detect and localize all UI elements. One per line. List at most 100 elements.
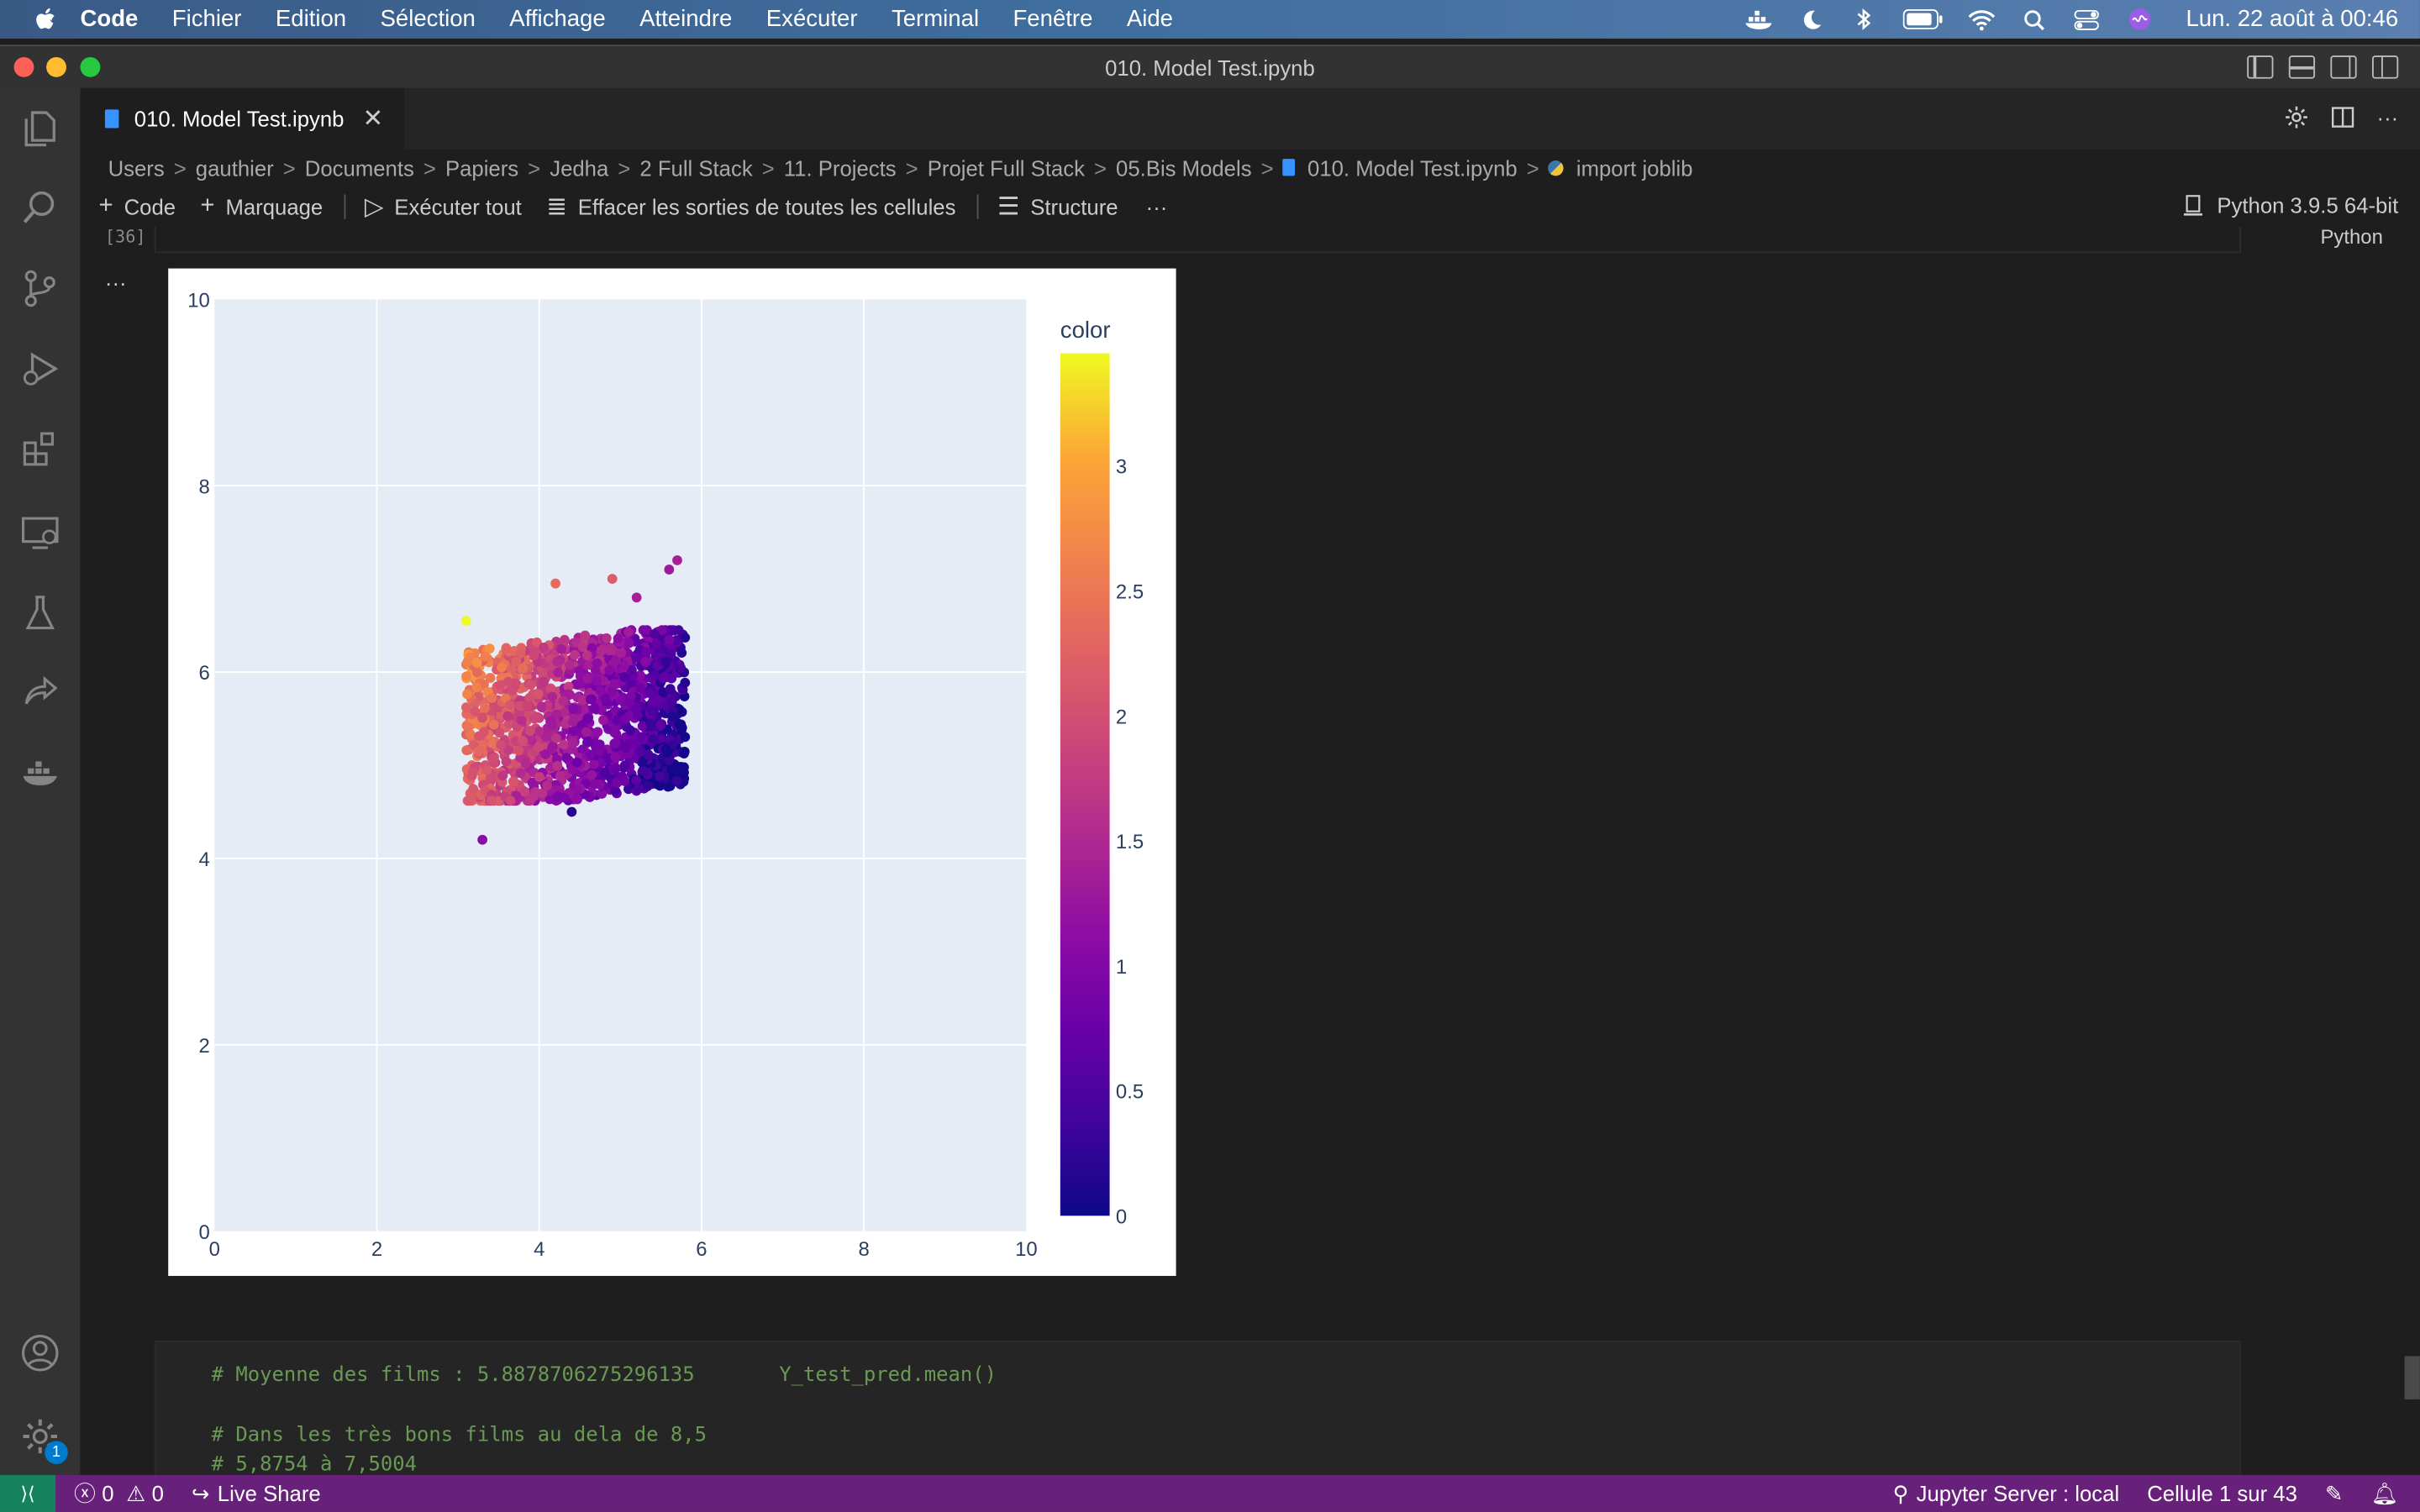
- more-actions-icon[interactable]: ···: [2376, 104, 2399, 130]
- breadcrumb-item[interactable]: Jedha: [550, 155, 609, 180]
- docker-status-icon[interactable]: [1744, 7, 1776, 31]
- scatter-plot-svg[interactable]: 0 2 4 6 8 10 0 2 4 6 8 10 color 0 0.5 1 1.5 2 2.5 3: [168, 269, 1176, 1276]
- run-all-button[interactable]: ▷ Exécuter tout: [365, 192, 522, 223]
- toggle-panel-icon[interactable]: [2288, 55, 2316, 79]
- live-share-icon[interactable]: [18, 671, 61, 714]
- live-share-button[interactable]: ↪ Live Share: [192, 1480, 321, 1506]
- menu-selection[interactable]: Sélection: [380, 6, 476, 33]
- accounts-icon[interactable]: [18, 1331, 61, 1374]
- colorbar-tick-label: 2: [1116, 706, 1127, 728]
- search-icon[interactable]: [18, 186, 61, 229]
- clear-all-outputs-button[interactable]: ≣ Effacer les sorties de toutes les cellu…: [546, 192, 955, 223]
- scatter-point: [600, 694, 611, 704]
- scatter-point: [520, 758, 531, 769]
- menu-executer[interactable]: Exécuter: [765, 6, 858, 33]
- scatter-point: [485, 774, 496, 785]
- breadcrumb-item[interactable]: Documents: [304, 155, 414, 180]
- scatter-point: [488, 753, 499, 764]
- cell-position-indicator[interactable]: Cellule 1 sur 43: [2147, 1481, 2297, 1506]
- menu-atteindre[interactable]: Atteindre: [639, 6, 733, 33]
- scatter-point: [644, 688, 655, 699]
- breadcrumb-item[interactable]: Projet Full Stack: [927, 155, 1085, 180]
- scatter-point: [488, 719, 499, 730]
- breadcrumb-item[interactable]: gauthier: [195, 155, 274, 180]
- breadcrumb-item[interactable]: Papiers: [445, 155, 519, 180]
- breadcrumb-item[interactable]: 05.Bis Models: [1116, 155, 1252, 180]
- jupyter-server-status[interactable]: ⚲ Jupyter Server : local: [1893, 1480, 2120, 1506]
- add-markdown-cell-button[interactable]: + Marquage: [200, 193, 323, 221]
- scatter-point: [650, 628, 660, 639]
- code-line[interactable]: # 5,8754 à 7,5004: [211, 1453, 418, 1475]
- menu-clock[interactable]: Lun. 22 août à 00:46: [2186, 6, 2399, 33]
- close-tab-icon[interactable]: ✕: [362, 106, 384, 133]
- scatter-point: [534, 772, 544, 782]
- minimize-window-button[interactable]: [46, 56, 66, 77]
- menu-terminal[interactable]: Terminal: [891, 6, 980, 33]
- scatter-point: [625, 725, 635, 736]
- run-and-debug-icon[interactable]: [18, 347, 61, 390]
- toggle-secondary-sidebar-icon[interactable]: [2330, 55, 2357, 79]
- menu-affichage[interactable]: Affichage: [509, 6, 606, 33]
- menu-app-name[interactable]: Code: [80, 6, 139, 33]
- siri-icon[interactable]: [2124, 7, 2155, 31]
- remote-indicator-icon[interactable]: ⟩⟨: [0, 1474, 56, 1512]
- split-editor-icon[interactable]: [2330, 105, 2354, 138]
- code-line[interactable]: # Moyenne des films : 5.8878706275296135…: [211, 1363, 997, 1388]
- toggle-primary-sidebar-icon[interactable]: [2247, 55, 2274, 79]
- apple-icon[interactable]: [34, 5, 58, 33]
- close-window-button[interactable]: [13, 56, 34, 77]
- colorbar-tick-label: 1: [1116, 956, 1127, 979]
- warning-icon: ⚠: [126, 1480, 146, 1505]
- bluetooth-icon[interactable]: [1849, 7, 1881, 31]
- extensions-icon[interactable]: [18, 428, 61, 470]
- add-code-cell-button[interactable]: + Code: [99, 193, 176, 221]
- testing-icon[interactable]: [18, 591, 61, 633]
- cell-language-label[interactable]: Python: [2320, 226, 2383, 249]
- scatter-point: [680, 633, 691, 643]
- error-icon: ⓧ: [74, 1481, 96, 1506]
- notifications-bell-icon[interactable]: 🔔︎: [2370, 1480, 2399, 1505]
- feedback-icon[interactable]: ✎: [2324, 1480, 2344, 1505]
- source-control-icon[interactable]: [18, 267, 61, 310]
- scatter-point: [635, 732, 646, 743]
- breadcrumb-item[interactable]: 11. Projects: [783, 155, 897, 180]
- scatter-point: [589, 703, 600, 713]
- breadcrumb-item[interactable]: 010. Model Test.ipynb: [1307, 155, 1518, 180]
- control-center-icon[interactable]: [2072, 7, 2103, 31]
- zoom-window-button[interactable]: [80, 56, 101, 77]
- breadcrumb-item[interactable]: Users: [108, 155, 165, 180]
- explorer-icon[interactable]: [18, 107, 61, 150]
- battery-icon[interactable]: [1902, 7, 1945, 31]
- moon-icon[interactable]: [1797, 7, 1828, 31]
- previous-cell-bottom[interactable]: [154, 226, 2241, 254]
- notebook-settings-gear-icon[interactable]: [2284, 105, 2308, 138]
- menu-edition[interactable]: Edition: [275, 6, 347, 33]
- tab-model-test[interactable]: 010. Model Test.ipynb ✕: [80, 87, 405, 150]
- scatter-point: [501, 756, 512, 767]
- spotlight-search-icon[interactable]: [2019, 7, 2050, 31]
- breadcrumb-item[interactable]: import joblib: [1576, 155, 1693, 180]
- menu-fichier[interactable]: Fichier: [171, 6, 242, 33]
- wifi-icon[interactable]: [1967, 7, 1998, 31]
- docker-icon[interactable]: [18, 751, 61, 794]
- kernel-picker[interactable]: Python 3.9.5 64-bit: [2183, 193, 2398, 218]
- toolbar-more-button[interactable]: ···: [1145, 194, 1168, 219]
- output-actions-button[interactable]: ···: [104, 270, 127, 295]
- scatter-point: [582, 736, 593, 747]
- colorbar-tick-label: 0: [1116, 1206, 1127, 1229]
- customize-layout-icon[interactable]: [2372, 55, 2399, 79]
- remote-explorer-icon[interactable]: [18, 511, 61, 554]
- manage-gear-icon[interactable]: 1: [18, 1415, 68, 1465]
- scatter-point: [680, 732, 691, 743]
- code-line[interactable]: # Dans les très bons films au dela de 8,…: [211, 1424, 708, 1447]
- menu-fenetre[interactable]: Fenêtre: [1013, 6, 1093, 33]
- scatter-point: [552, 761, 563, 771]
- scrollbar-thumb[interactable]: [2404, 1356, 2420, 1399]
- outline-button[interactable]: ☰ Structure: [997, 192, 1118, 223]
- code-cell[interactable]: # Moyenne des films : 5.8878706275296135…: [154, 1341, 2241, 1475]
- menu-aide[interactable]: Aide: [1126, 6, 1174, 33]
- scatter-plot-output[interactable]: 0 2 4 6 8 10 0 2 4 6 8 10 color 0 0.5 1 1.5 2 2.5 3: [168, 268, 1176, 1276]
- scatter-point: [553, 667, 564, 678]
- problems-indicator[interactable]: ⓧ 0 ⚠ 0: [74, 1478, 164, 1509]
- breadcrumb-item[interactable]: 2 Full Stack: [639, 155, 753, 180]
